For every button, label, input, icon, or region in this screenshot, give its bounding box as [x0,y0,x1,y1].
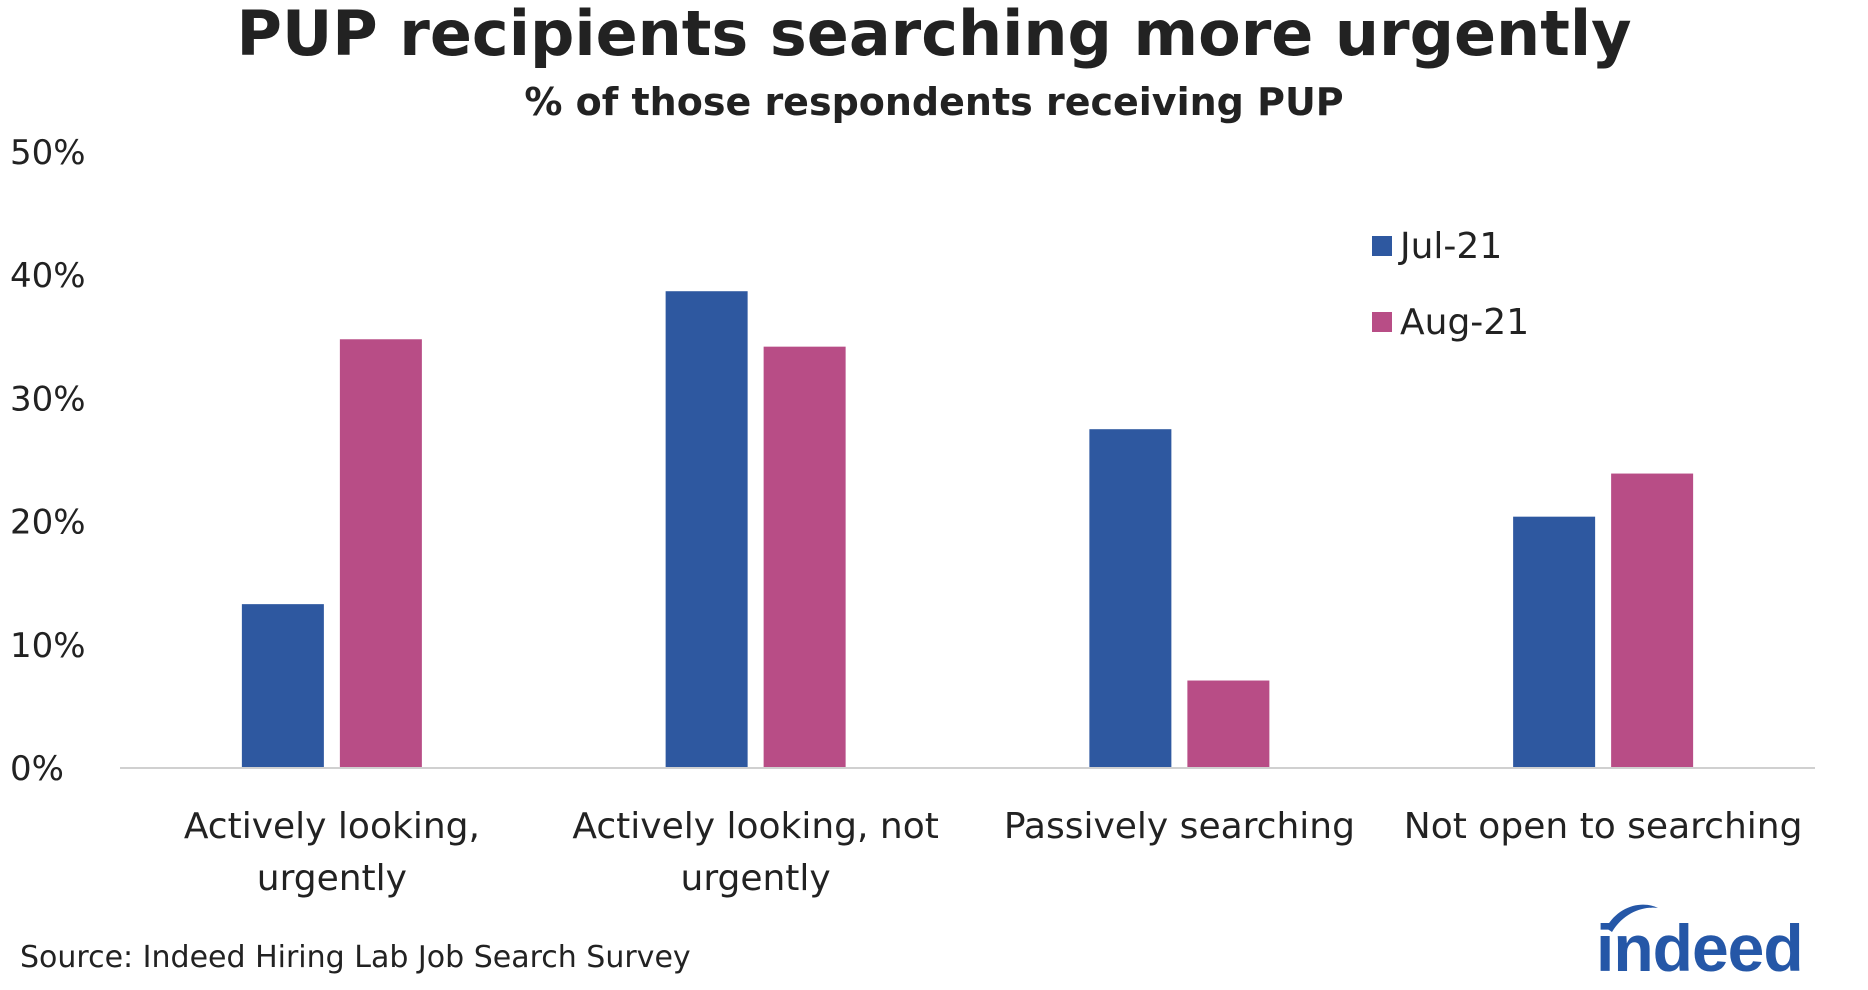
bar-aug-21 [1611,473,1694,768]
y-tick-label: 10% [10,626,86,666]
x-tick-label: urgently [257,858,407,899]
y-tick-label: 40% [10,256,86,296]
bar-aug-21 [763,346,846,768]
x-tick-label: Actively looking, not [572,806,939,847]
legend-label: Aug-21 [1400,302,1529,343]
bar-jul-21 [1513,516,1596,768]
x-tick-label: Not open to searching [1404,806,1803,847]
bar-jul-21 [1089,429,1172,768]
y-tick-label: 50% [10,133,86,173]
legend-swatch [1372,236,1392,256]
x-tick-label: urgently [681,858,831,899]
bar-aug-21 [1187,680,1270,768]
bar-aug-21 [339,339,422,768]
legend-swatch [1372,312,1392,332]
chart-title: PUP recipients searching more urgently [236,0,1632,70]
chart-subtitle: % of those respondents receiving PUP [524,80,1344,124]
y-tick-label: 20% [10,503,86,543]
source-note: Source: Indeed Hiring Lab Job Search Sur… [20,940,691,975]
bar-chart: 0% 10% 20% 30% 40% 50% Actively looking, urgent… [10,133,1815,899]
bar-jul-21 [665,291,748,768]
x-tick-label: Actively looking, [184,806,480,847]
logo-wordmark: indeed [1596,911,1804,985]
y-tick-label: 30% [10,379,86,419]
y-tick-label: 0% [10,749,64,789]
x-tick-label: Passively searching [1004,806,1355,847]
indeed-logo: indeed [1588,898,1860,990]
legend-label: Jul-21 [1398,226,1502,267]
logo-arc-icon [1606,904,1658,932]
bar-jul-21 [241,604,324,768]
